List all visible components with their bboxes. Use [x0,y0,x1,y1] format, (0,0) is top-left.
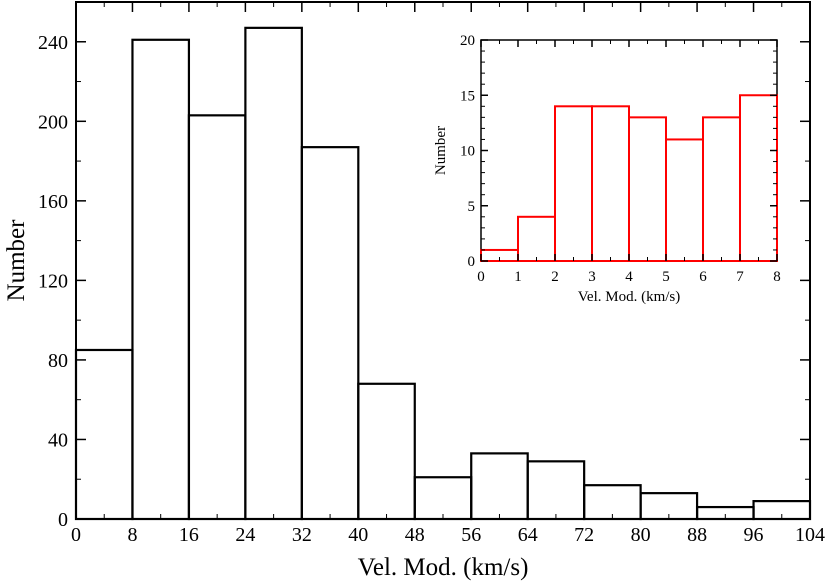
main-x-tick-label: 96 [744,524,764,546]
inset-x-tick-label: 7 [736,269,744,285]
main-histogram: 0 8 16 24 32 40 48 56 64 72 80 88 96 1040408012016020… [3,1,825,581]
inset-bar-6 [702,116,741,262]
main-x-axis-label: Vel. Mod. (km/s) [358,554,529,581]
main-y-tick-label: 0 [58,509,68,531]
inset-y-tick-label: 15 [460,88,475,104]
inset-x-tick-label: 5 [662,269,670,285]
inset-bars [480,94,778,263]
main-bar-3 [244,26,303,521]
main-x-tick-label: 8 [127,524,137,546]
main-x-tick-label: 24 [235,524,255,546]
main-bar-6 [413,476,473,521]
inset-bar-1 [517,215,556,263]
main-bar-8 [526,460,586,521]
main-y-tick-label: 40 [48,429,68,451]
main-bar-4 [300,146,360,521]
inset-y-tick-label: 5 [468,199,476,215]
main-y-axis-label: Number [3,219,30,302]
inset-y-tick-label: 10 [460,144,475,160]
main-y-tick-label: 80 [48,350,68,372]
inset-bar-7 [739,94,778,262]
inset-x-tick-label: 2 [551,269,559,285]
main-y-tick-label: 200 [38,111,68,133]
main-x-tick-label: 104 [795,524,825,546]
main-y-tick-label: 120 [38,270,68,292]
main-x-tick-label: 56 [461,524,481,546]
main-y-tick-label: 160 [38,191,68,213]
main-x-tick-label: 0 [71,524,81,546]
main-x-tick-label: 80 [631,524,651,546]
main-bar-9 [583,484,642,521]
main-bar-7 [470,452,529,521]
main-bar-0 [74,348,134,521]
main-x-tick-label: 88 [687,524,707,546]
inset-x-tick-label: 8 [773,269,781,285]
inset-x-tick-label: 0 [477,269,485,285]
inset-histogram: 0 1 2 3 4 5 6 7 8 0 5 10 15 20 Vel. Mod. (km/s) Number [433,33,781,305]
inset-bar-3 [591,105,630,262]
inset-bar-4 [628,116,667,262]
inset-x-tick-label: 3 [588,269,596,285]
main-x-tick-label: 16 [179,524,199,546]
main-x-tick-label: 40 [348,524,368,546]
main-x-tick-label: 72 [574,524,594,546]
main-bar-5 [357,382,416,521]
inset-y-axis-label: Number [433,126,449,175]
inset-bar-5 [665,138,704,262]
main-x-tick-label: 32 [292,524,312,546]
inset-x-tick-label: 4 [625,269,633,285]
inset-y-tick-label: 20 [460,33,475,49]
inset-y-tick-label: 0 [468,254,476,270]
main-bar-2 [187,114,247,521]
main-x-tick-label: 48 [405,524,425,546]
inset-bar-2 [554,105,593,262]
main-y-tick-label: 240 [38,32,68,54]
inset-x-axis-label: Vel. Mod. (km/s) [578,289,681,305]
inset-x-tick-label: 1 [514,269,522,285]
main-bar-1 [131,38,191,521]
main-x-tick-label: 64 [518,524,538,546]
inset-x-tick-label: 6 [699,269,707,285]
